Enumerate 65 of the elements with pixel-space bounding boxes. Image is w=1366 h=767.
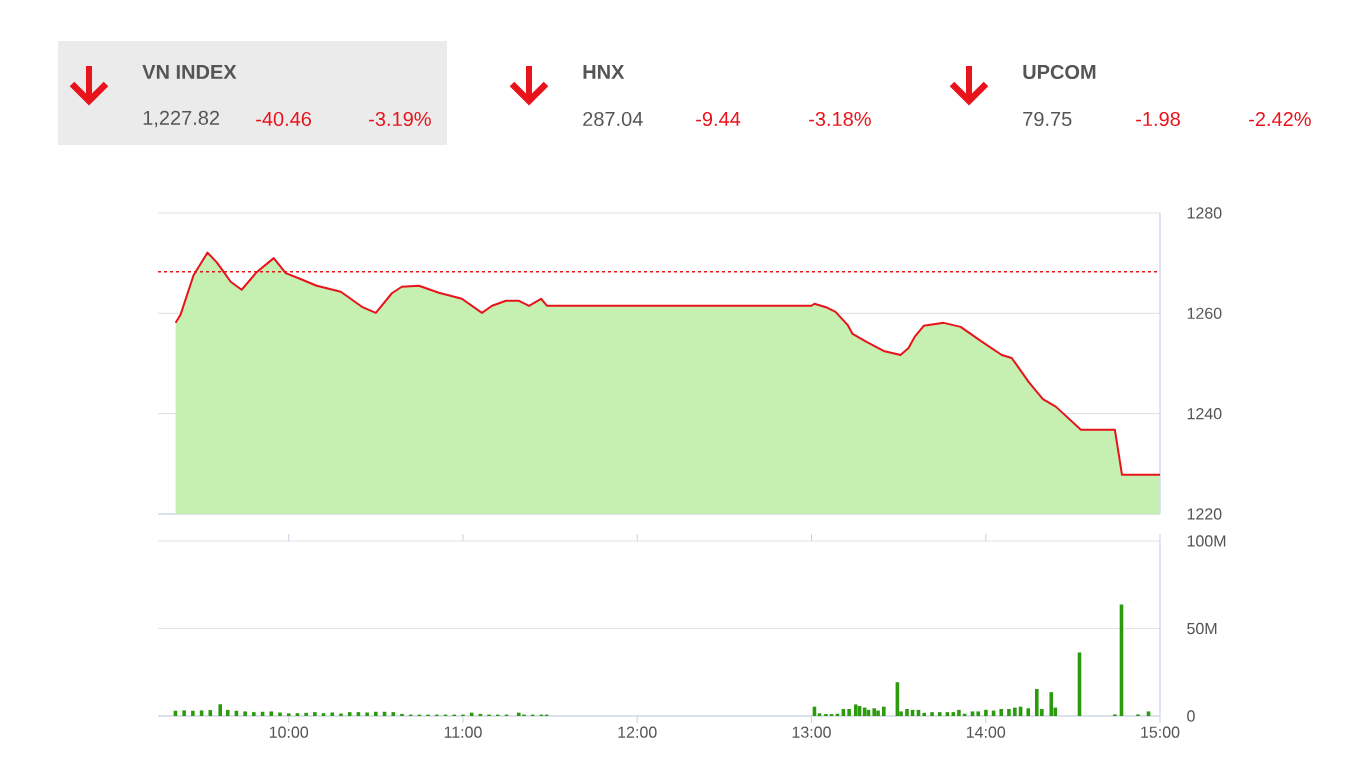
- text: -9.44: [696, 111, 741, 127]
- bar: [199, 710, 204, 716]
- x-tick-label: 14:00: [966, 726, 1006, 738]
- bar: [321, 713, 326, 716]
- y-tick-label: 1280: [1187, 207, 1222, 219]
- bar: [847, 708, 851, 716]
- bar: [876, 710, 880, 716]
- bar: [243, 711, 247, 716]
- x-tick-label: 13:00: [792, 726, 831, 738]
- bar: [304, 712, 308, 716]
- bar: [400, 713, 404, 716]
- y-tick-label: 100M: [1187, 535, 1226, 547]
- text: -2.42%: [1249, 111, 1311, 127]
- y-tick-label: 0: [1187, 710, 1195, 722]
- bar: [999, 708, 1004, 716]
- bar: [817, 713, 822, 716]
- bar: [252, 712, 256, 716]
- x-tick-label: 12:00: [618, 726, 657, 738]
- bar: [984, 709, 988, 716]
- bar: [295, 713, 300, 716]
- y-tick-label: 1260: [1187, 307, 1222, 319]
- bar: [286, 713, 291, 716]
- bar: [225, 709, 230, 716]
- bar: [905, 708, 909, 716]
- text: 79.75: [1023, 111, 1072, 127]
- text: UPCOM: [1023, 64, 1096, 80]
- bar: [218, 704, 223, 716]
- text: VN INDEX: [142, 65, 237, 79]
- x-tick-label: 10:00: [269, 726, 309, 738]
- bar: [872, 708, 877, 716]
- bar: [208, 710, 213, 716]
- text: HNX: [583, 65, 625, 79]
- x-tick-label: 11:00: [444, 726, 482, 738]
- bar: [330, 712, 335, 716]
- bar: [1049, 692, 1054, 716]
- y-tick-label: 1220: [1187, 508, 1222, 520]
- bar: [930, 712, 934, 716]
- bar: [922, 712, 927, 716]
- text: 287.04: [583, 111, 643, 127]
- bar: [365, 712, 369, 716]
- bar: [278, 712, 282, 716]
- bar: [970, 711, 975, 716]
- bar: [313, 712, 317, 716]
- bar: [1007, 708, 1011, 716]
- text: 1,227.82: [143, 110, 220, 128]
- bar: [191, 710, 195, 716]
- text: -3.18%: [809, 111, 871, 127]
- bar: [1013, 707, 1017, 716]
- bar: [391, 712, 396, 716]
- bar: [937, 712, 942, 716]
- bar: [182, 710, 186, 716]
- bar: [976, 711, 981, 716]
- x-tick-label: 15:00: [1141, 726, 1180, 738]
- y-tick-label: 1240: [1187, 407, 1222, 420]
- bar: [882, 706, 886, 716]
- bar: [853, 704, 858, 716]
- text: -3.19%: [369, 111, 431, 127]
- bar: [374, 711, 378, 716]
- bar: [1026, 708, 1031, 716]
- bar: [957, 709, 961, 716]
- text: -1.98: [1136, 111, 1180, 127]
- y-tick-label: 50M: [1187, 622, 1217, 635]
- bar: [269, 711, 274, 716]
- bar: [1146, 711, 1151, 716]
- text: -40.46: [256, 111, 312, 127]
